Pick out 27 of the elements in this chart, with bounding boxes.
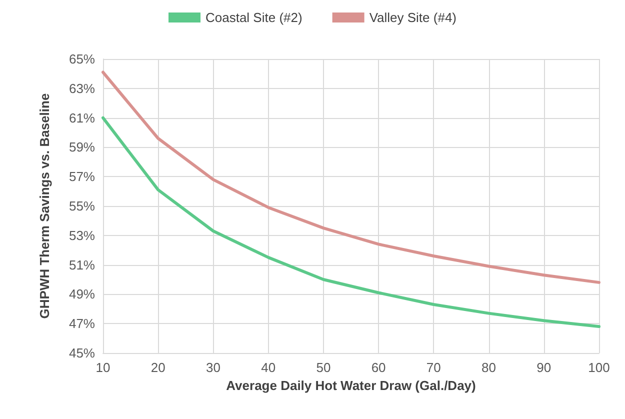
x-tick-label: 90: [536, 360, 552, 375]
x-tick-label: 10: [96, 360, 110, 375]
y-tick-label: 51%: [68, 257, 96, 272]
x-tick-label: 20: [150, 360, 166, 375]
legend-label: Valley Site (#4): [369, 10, 457, 25]
y-tick-label: 55%: [68, 198, 96, 214]
y-axis-title: GHPWH Therm Savings vs. Baseline: [37, 93, 52, 319]
y-tick-label: 65%: [68, 52, 96, 66]
y-tick-label: 49%: [68, 286, 96, 302]
x-tick-label: 70: [426, 360, 441, 375]
y-tick-label: 63%: [68, 80, 96, 96]
legend-label: Coastal Site (#2): [205, 10, 302, 25]
y-tick-label: 53%: [68, 228, 96, 243]
x-tick-label: 80: [482, 360, 496, 375]
x-tick-label: 50: [316, 360, 331, 375]
line-series: [102, 70, 600, 284]
y-tick-label: 61%: [68, 110, 96, 126]
y-tick-label: 59%: [68, 140, 96, 155]
line-series: [102, 116, 600, 328]
y-tick-label: 45%: [68, 346, 96, 360]
x-tick-label: 60: [371, 360, 386, 375]
x-tick-label: 40: [261, 360, 276, 375]
x-tick-label: 30: [206, 360, 220, 375]
x-tick-label: 100: [588, 360, 610, 375]
y-tick-label: 47%: [68, 316, 96, 332]
x-axis-title: Average Daily Hot Water Draw (Gal./Day): [226, 378, 476, 393]
y-tick-label: 57%: [68, 169, 96, 184]
